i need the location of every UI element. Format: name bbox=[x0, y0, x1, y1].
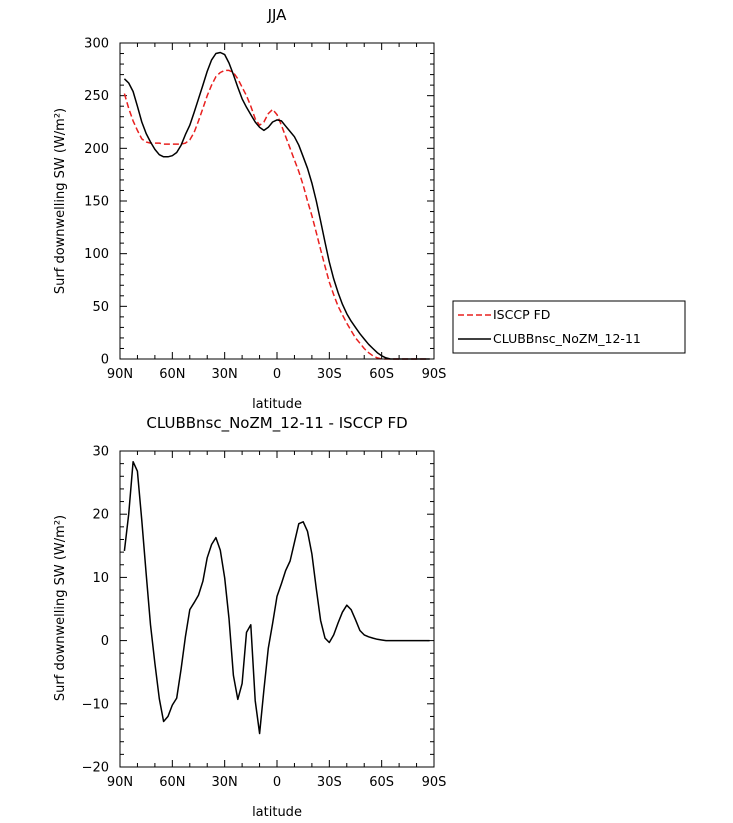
climatology-y-tick-label: 50 bbox=[92, 300, 109, 315]
difference-y-tick-label: 30 bbox=[92, 445, 109, 460]
difference-y-tick-label: 0 bbox=[101, 634, 109, 649]
climatology-plot-frame bbox=[119, 42, 435, 360]
difference-x-tick-label: 30N bbox=[212, 775, 238, 790]
climatology-x-tick-label: 60N bbox=[159, 367, 185, 382]
difference-x-tick-label: 60N bbox=[159, 775, 185, 790]
climatology-x-tick-label: 90S bbox=[422, 367, 447, 382]
difference-x-tick-label: 90N bbox=[107, 775, 133, 790]
climatology-x-tick-label: 0 bbox=[273, 367, 281, 382]
difference-y-tick-label: −10 bbox=[82, 697, 109, 712]
difference-x-axis-label: latitude bbox=[252, 805, 302, 820]
difference-y-tick-label: 10 bbox=[92, 571, 109, 586]
difference-y-tick-label: 20 bbox=[92, 508, 109, 523]
climatology-x-tick-label: 90N bbox=[107, 367, 133, 382]
climatology-series-line-clubbnsc-nozm-12-11 bbox=[123, 51, 430, 360]
climatology-y-tick-label: 250 bbox=[84, 89, 109, 104]
climatology-x-tick-label: 30S bbox=[317, 367, 342, 382]
climatology-series bbox=[123, 51, 430, 360]
difference-x-tick-label: 90S bbox=[422, 775, 447, 790]
climatology-series-line-isccp-fd bbox=[123, 69, 430, 360]
climatology-panel: JJA latitude Surf downwelling SW (W/m²) … bbox=[53, 6, 446, 412]
climatology-x-tick-label: 60S bbox=[369, 367, 394, 382]
difference-plot-frame bbox=[119, 450, 435, 768]
difference-y-tick-label: −20 bbox=[82, 761, 109, 776]
climatology-y-tick-label: 100 bbox=[84, 247, 109, 262]
legend-isccp-label: ISCCP FD bbox=[493, 307, 550, 322]
difference-panel: CLUBBnsc_NoZM_12-11 - ISCCP FD latitude … bbox=[53, 414, 446, 820]
climatology-y-ticks: 0 50 100 150 200 250 300 bbox=[84, 37, 434, 368]
climatology-y-tick-label: 200 bbox=[84, 142, 109, 157]
difference-series bbox=[123, 460, 430, 735]
difference-x-tick-label: 30S bbox=[317, 775, 342, 790]
climatology-y-tick-label: 300 bbox=[84, 37, 109, 52]
difference-y-ticks: −20 −10 0 10 20 30 bbox=[82, 445, 434, 776]
difference-title: CLUBBnsc_NoZM_12-11 - ISCCP FD bbox=[146, 414, 407, 433]
climatology-y-tick-label: 150 bbox=[84, 195, 109, 210]
difference-x-tick-label: 0 bbox=[273, 775, 281, 790]
legend-clubb-label: CLUBBnsc_NoZM_12-11 bbox=[493, 331, 641, 346]
legend-box bbox=[452, 300, 686, 354]
climatology-y-tick-label: 0 bbox=[101, 353, 109, 368]
climatology-x-axis-label: latitude bbox=[252, 397, 302, 412]
difference-series-line-difference bbox=[123, 460, 430, 735]
legend: ISCCP FD CLUBBnsc_NoZM_12-11 bbox=[452, 300, 686, 354]
climatology-x-tick-label: 30N bbox=[212, 367, 238, 382]
climatology-y-axis-label: Surf downwelling SW (W/m²) bbox=[53, 108, 68, 294]
difference-x-ticks: 90N 60N 30N 0 30S 60S 90S bbox=[107, 451, 447, 790]
difference-y-axis-label: Surf downwelling SW (W/m²) bbox=[53, 515, 68, 701]
climatology-title: JJA bbox=[267, 6, 288, 24]
climatology-x-ticks: 90N 60N 30N 0 30S 60S 90S bbox=[107, 43, 447, 382]
difference-x-tick-label: 60S bbox=[369, 775, 394, 790]
